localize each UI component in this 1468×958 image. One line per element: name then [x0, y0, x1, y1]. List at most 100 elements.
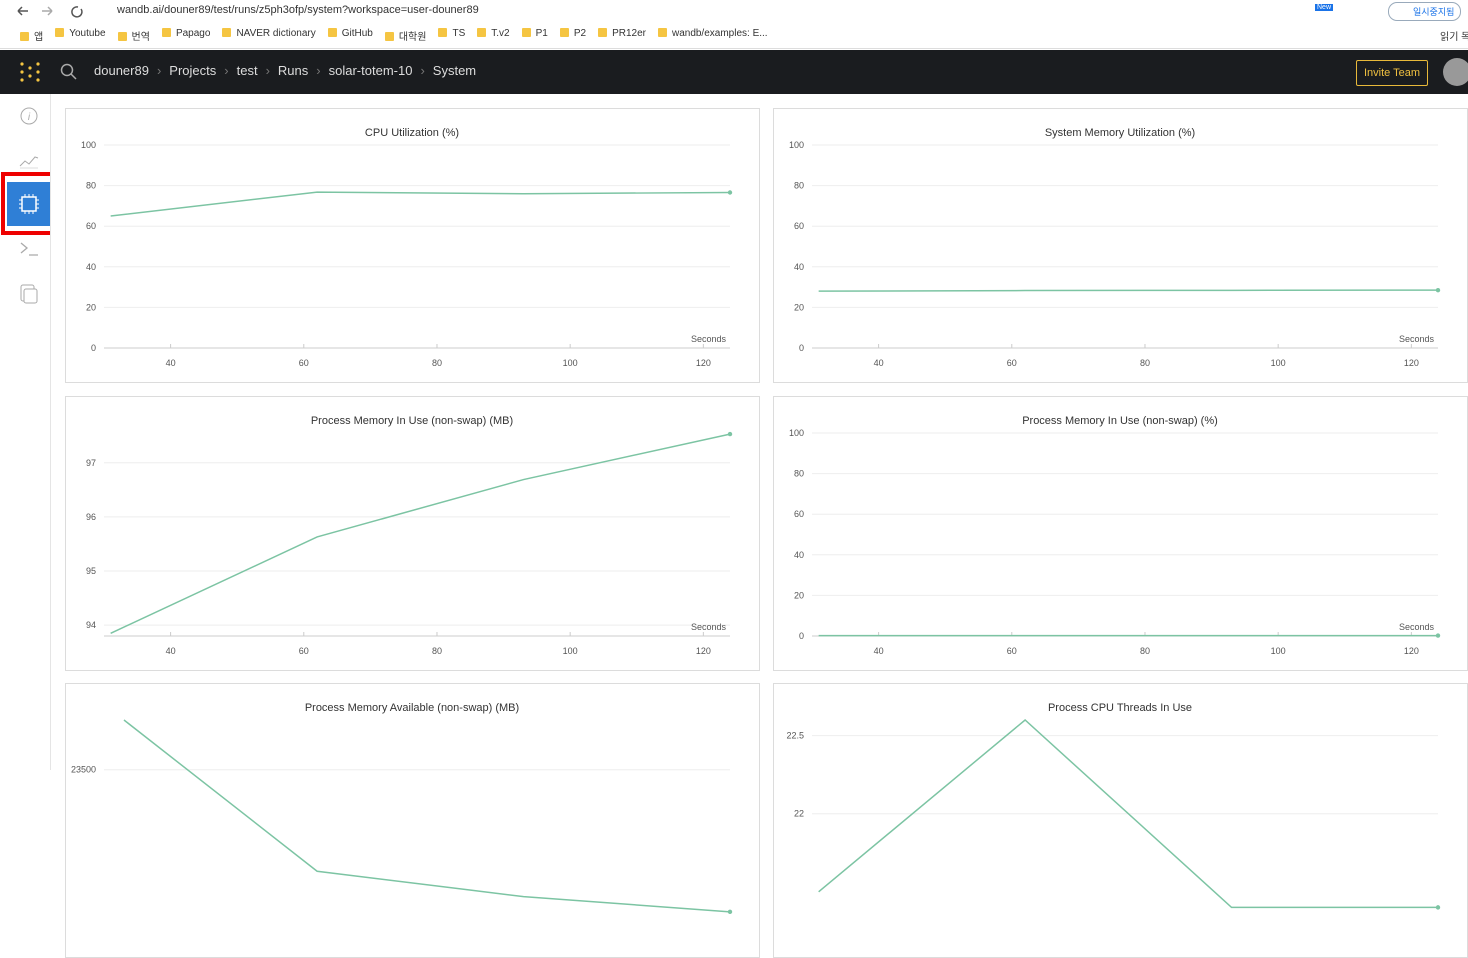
x-axis-label: Seconds	[1399, 622, 1435, 632]
y-tick-label: 97	[86, 458, 96, 468]
bookmarks-bar: 앱 Youtube 번역 Papago NAVER dictionary GitHub 대학…	[0, 22, 1468, 49]
chart-title: Process Memory In Use (non-swap) (MB)	[311, 415, 513, 427]
chart: Process Memory Available (non-swap) (MB)…	[71, 702, 733, 915]
x-tick-label: 80	[1140, 358, 1150, 368]
x-tick-label: 60	[1007, 646, 1017, 656]
y-tick-label: 60	[794, 221, 804, 231]
y-tick-label: 80	[794, 181, 804, 191]
y-tick-label: 0	[799, 631, 804, 641]
bookmark[interactable]: Youtube	[55, 28, 105, 43]
breadcrumb-item[interactable]: Projects	[169, 63, 217, 78]
y-tick-label: 20	[794, 302, 804, 312]
x-tick-label: 60	[1007, 358, 1017, 368]
y-tick-label: 80	[794, 469, 804, 479]
breadcrumb: douner89 › Projects › test › Runs › solar-totem-…	[94, 63, 476, 78]
x-axis-label: Seconds	[691, 334, 727, 344]
bookmark[interactable]: P2	[560, 28, 586, 43]
address-bar[interactable]: wandb.ai/douner89/test/runs/z5ph3ofp/sys…	[117, 4, 479, 16]
bookmark[interactable]: Papago	[162, 28, 210, 43]
end-point	[727, 190, 733, 195]
avatar[interactable]	[1443, 58, 1468, 86]
bookmark[interactable]: P1	[522, 28, 548, 43]
chart: Process Memory In Use (non-swap) (%) 0 20 4…	[789, 415, 1441, 656]
x-tick-label: 100	[563, 646, 578, 656]
x-tick-label: 60	[299, 358, 309, 368]
chart-title: Process Memory Available (non-swap) (MB)	[305, 702, 519, 714]
end-point	[727, 909, 733, 915]
chart-panel: Process Memory Available (non-swap) (MB)…	[65, 683, 760, 958]
page: wandb.ai/douner89/test/runs/z5ph3ofp/sys…	[0, 0, 1468, 770]
bookmark[interactable]: NAVER dictionary	[222, 28, 315, 43]
chart-panel: Process Memory In Use (non-swap) (MB) 94 9…	[65, 396, 760, 671]
sidebar: i	[0, 94, 59, 770]
separator: ›	[316, 63, 321, 78]
y-tick-label: 95	[86, 566, 96, 576]
separator: ›	[420, 63, 425, 78]
x-tick-label: 120	[1404, 646, 1419, 656]
breadcrumb-item[interactable]: System	[432, 63, 477, 78]
breadcrumb-item[interactable]: solar-totem-10	[328, 63, 413, 78]
x-axis-label: Seconds	[691, 622, 727, 632]
data-line	[110, 191, 731, 217]
x-tick-label: 40	[874, 646, 884, 656]
x-tick-label: 100	[1271, 358, 1286, 368]
bookmark[interactable]: 대학원	[385, 28, 427, 43]
data-line	[818, 289, 1439, 292]
y-tick-label: 40	[794, 262, 804, 272]
chart-panel: Process Memory In Use (non-swap) (%) 0 20 4…	[773, 396, 1468, 671]
bookmark-list: 앱 Youtube 번역 Papago NAVER dictionary GitHub 대학…	[20, 28, 768, 43]
bookmark[interactable]: PR12er	[598, 28, 646, 43]
search-icon[interactable]	[60, 63, 78, 81]
logo[interactable]	[18, 60, 42, 84]
separator: ›	[224, 63, 229, 78]
data-line	[110, 433, 731, 634]
y-tick-label: 100	[789, 428, 804, 438]
end-point	[1435, 633, 1441, 638]
y-tick-label: 0	[799, 343, 804, 353]
y-tick-label: 100	[789, 140, 804, 150]
new-badge: New	[1315, 4, 1334, 11]
y-tick-label: 22.5	[786, 731, 804, 741]
bookmark[interactable]: 번역	[118, 28, 150, 43]
chart: Process CPU Threads In Use 22 22.5	[786, 702, 1441, 910]
breadcrumb-item[interactable]: Runs	[277, 63, 309, 78]
chart-panel: System Memory Utilization (%) 0 20 40 60 80 10…	[773, 108, 1468, 383]
y-tick-label: 80	[86, 181, 96, 191]
x-tick-label: 120	[696, 358, 711, 368]
invite-button[interactable]: Invite Team	[1356, 60, 1428, 86]
x-tick-label: 40	[166, 646, 176, 656]
end-point	[1435, 905, 1441, 910]
end-point	[1435, 287, 1441, 293]
bookmark[interactable]: TS	[438, 28, 465, 43]
y-tick-label: 20	[794, 590, 804, 600]
x-axis-label: Seconds	[1399, 334, 1435, 344]
chart-title: Process Memory In Use (non-swap) (%)	[1022, 415, 1218, 427]
bookmark[interactable]: GitHub	[328, 28, 373, 43]
profile-status[interactable]: 일시중지됨	[1388, 2, 1462, 21]
app-nav: douner89 › Projects › test › Runs › solar-totem-…	[0, 50, 1468, 94]
chart: System Memory Utilization (%) 0 20 40 60 80 10…	[789, 127, 1441, 368]
end-point	[727, 431, 733, 437]
bookmark[interactable]: T.v2	[477, 28, 509, 43]
bookmark[interactable]: 앱	[20, 28, 43, 43]
separator: ›	[156, 63, 162, 78]
data-line	[123, 719, 731, 913]
chart-panel: CPU Utilization (%) 0 20 40 60 80 100 40 60 80 100…	[65, 108, 760, 383]
x-tick-label: 80	[1140, 646, 1150, 656]
y-tick-label: 60	[86, 221, 96, 231]
bookmark[interactable]: wandb/examples: E...	[658, 28, 768, 43]
x-tick-label: 60	[299, 646, 309, 656]
chart: CPU Utilization (%) 0 20 40 60 80 100 40 60 80 100…	[81, 127, 733, 368]
y-tick-label: 40	[794, 550, 804, 560]
breadcrumb-item[interactable]: douner89	[94, 63, 149, 78]
y-tick-label: 96	[86, 512, 96, 522]
x-tick-label: 40	[874, 358, 884, 368]
x-tick-label: 100	[563, 358, 578, 368]
breadcrumb-item[interactable]: test	[236, 63, 258, 78]
x-tick-label: 40	[166, 358, 176, 368]
chart-panel: Process CPU Threads In Use 22 22.5	[773, 683, 1468, 958]
svg-text:i: i	[28, 112, 31, 123]
sidebar-icons[interactable]: i	[0, 94, 59, 314]
nav-buttons[interactable]	[14, 3, 104, 19]
reading-list[interactable]: 읽기 목록	[1440, 32, 1468, 43]
